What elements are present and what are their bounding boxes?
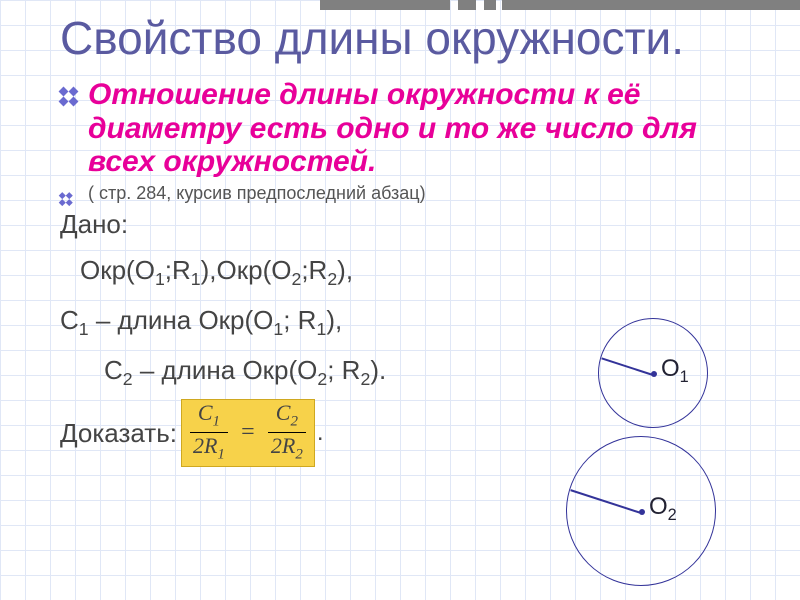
formula-lhs-den: 2R1 xyxy=(190,433,228,462)
bullet-icon xyxy=(60,78,88,179)
reference-text: ( стр. 284, курсив предпоследний абзац) xyxy=(88,183,426,204)
prove-label: Доказать: xyxy=(60,413,177,453)
radius-line-1 xyxy=(601,357,653,375)
circle-1: O1 xyxy=(598,318,708,428)
formula-period: . xyxy=(315,414,324,451)
formula-lhs-num: C1 xyxy=(190,402,228,432)
page-title: Свойство длины окружности. xyxy=(60,14,764,62)
bullet-icon xyxy=(60,183,88,204)
center-label-1: O1 xyxy=(661,355,689,387)
center-label-2: O2 xyxy=(649,493,677,525)
formula-box: C1 2R1 = C2 2R2 xyxy=(181,399,315,467)
formula-rhs-den: 2R2 xyxy=(268,433,306,462)
formula-rhs-num: C2 xyxy=(268,402,306,432)
theorem-text: Отношение длины окружности к её диаметру… xyxy=(88,78,764,179)
given-label: Дано: xyxy=(60,204,764,244)
formula-equals: = xyxy=(235,419,261,445)
circle-2: O2 xyxy=(566,436,716,586)
radius-line-2 xyxy=(570,489,641,513)
given-line-1: Окр(O1;R1),Окр(O2;R2), xyxy=(60,250,764,294)
circles-diagram: O1 O2 xyxy=(536,318,746,578)
